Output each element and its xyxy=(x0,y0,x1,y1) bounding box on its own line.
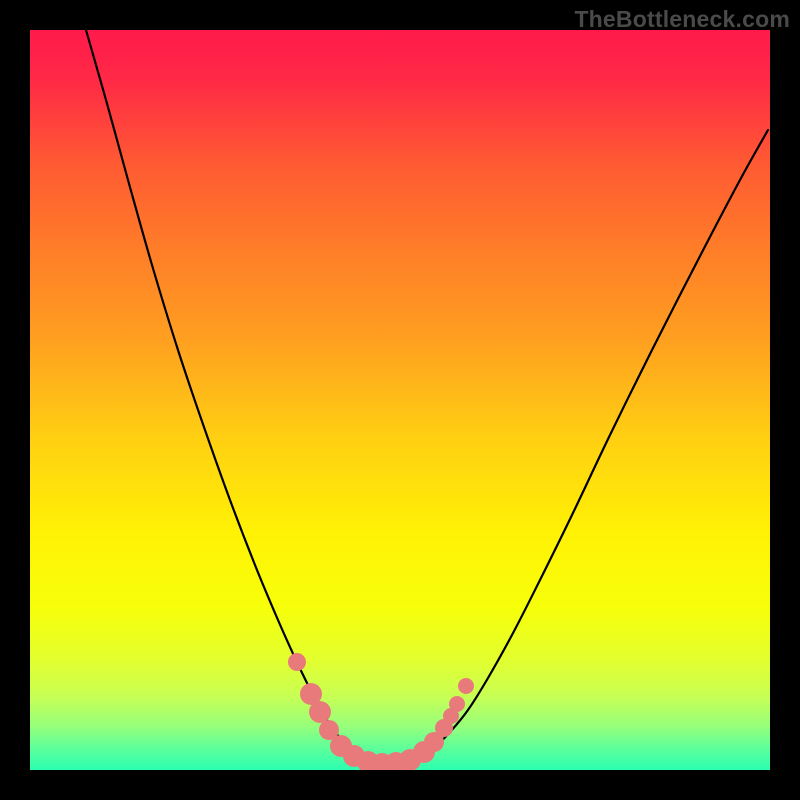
marker-point xyxy=(449,696,465,712)
plot-area xyxy=(30,30,770,770)
marker-point xyxy=(309,701,331,723)
chart-stage: TheBottleneck.com xyxy=(0,0,800,800)
marker-point xyxy=(458,678,474,694)
trough-markers xyxy=(30,30,770,770)
watermark-text: TheBottleneck.com xyxy=(574,6,790,33)
marker-point xyxy=(288,653,306,671)
